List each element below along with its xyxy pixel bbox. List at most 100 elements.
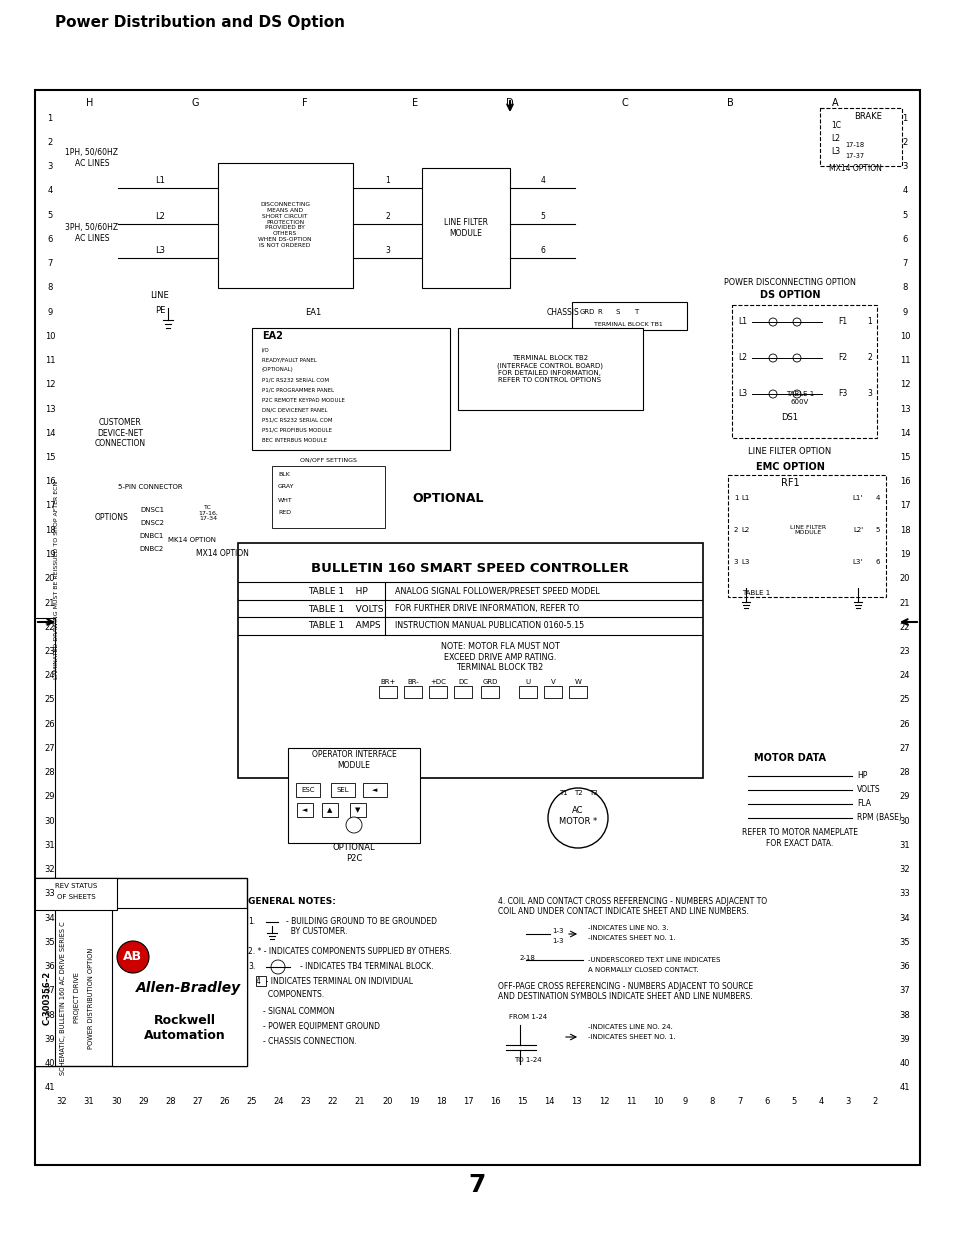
Text: 1: 1 — [866, 317, 871, 326]
Text: B: B — [726, 98, 733, 107]
Text: 40: 40 — [45, 1060, 55, 1068]
Text: 11: 11 — [899, 356, 909, 366]
Text: 32: 32 — [45, 866, 55, 874]
Text: 25: 25 — [45, 695, 55, 704]
Text: OPTIONAL: OPTIONAL — [412, 492, 483, 505]
Text: DISCONNECTING
MEANS AND
SHORT CIRCUIT
PROTECTION
PROVIDED BY
OTHERS
WHEN DS-OPTI: DISCONNECTING MEANS AND SHORT CIRCUIT PR… — [258, 203, 312, 248]
Text: (OPTIONAL): (OPTIONAL) — [262, 368, 294, 373]
Text: OPTIONS: OPTIONS — [95, 514, 129, 522]
Text: 1PH, 50/60HZ
AC LINES: 1PH, 50/60HZ AC LINES — [66, 148, 118, 168]
Text: 4: 4 — [902, 186, 906, 195]
Bar — [543, 685, 561, 698]
Text: PE: PE — [154, 305, 165, 315]
Text: 5: 5 — [902, 210, 906, 220]
Text: L1: L1 — [155, 175, 165, 184]
Text: 8: 8 — [709, 1098, 715, 1107]
Text: 5: 5 — [540, 211, 545, 221]
Text: RPM (BASE): RPM (BASE) — [856, 814, 901, 823]
Text: 19: 19 — [899, 550, 909, 559]
Text: 2: 2 — [902, 138, 906, 147]
Text: L1': L1' — [852, 495, 862, 501]
Text: 10: 10 — [899, 332, 909, 341]
Text: 7: 7 — [736, 1098, 741, 1107]
Text: DNSC1: DNSC1 — [140, 508, 164, 513]
Text: LINE FILTER
MODULE: LINE FILTER MODULE — [789, 525, 825, 536]
Text: 13: 13 — [899, 405, 909, 414]
Text: 31: 31 — [84, 1098, 94, 1107]
Text: L2: L2 — [738, 353, 747, 363]
Text: L2: L2 — [741, 527, 749, 534]
Text: 29: 29 — [899, 793, 909, 802]
Text: HP: HP — [856, 772, 866, 781]
Text: V: V — [550, 679, 555, 685]
Bar — [403, 685, 421, 698]
Text: 1-3: 1-3 — [552, 927, 563, 934]
Text: 33: 33 — [899, 889, 909, 899]
Text: GRD: GRD — [579, 309, 595, 315]
Text: 7: 7 — [48, 259, 52, 268]
Text: FROM 1-24: FROM 1-24 — [508, 1014, 546, 1020]
Text: 35: 35 — [45, 939, 55, 947]
Text: 23: 23 — [45, 647, 55, 656]
Text: G: G — [191, 98, 198, 107]
Text: 34: 34 — [45, 914, 55, 923]
Text: EA2: EA2 — [262, 331, 283, 341]
Text: 1: 1 — [902, 114, 906, 122]
Text: L2: L2 — [155, 211, 165, 221]
Circle shape — [547, 788, 607, 848]
Bar — [218, 163, 353, 288]
Text: 25: 25 — [899, 695, 909, 704]
Text: - POWER EQUIPMENT GROUND: - POWER EQUIPMENT GROUND — [263, 1023, 379, 1031]
Text: AC
MOTOR *: AC MOTOR * — [558, 806, 597, 826]
Text: 30: 30 — [111, 1098, 121, 1107]
Bar — [35, 90, 919, 1165]
Text: 17: 17 — [463, 1098, 474, 1107]
Text: T2: T2 — [573, 790, 581, 797]
Bar — [429, 685, 447, 698]
Bar — [295, 783, 319, 797]
Text: 3: 3 — [902, 162, 906, 170]
Text: 40: 40 — [899, 1060, 909, 1068]
Text: BY CUSTOMER.: BY CUSTOMER. — [286, 927, 347, 936]
Bar — [457, 329, 642, 410]
Text: SEL: SEL — [336, 787, 349, 793]
Text: TERMINAL BLOCK TB1: TERMINAL BLOCK TB1 — [593, 322, 661, 327]
Text: BRAKE: BRAKE — [853, 111, 881, 121]
Text: READY/FAULT PANEL: READY/FAULT PANEL — [262, 357, 316, 363]
Text: P51/C RS232 SERIAL COM: P51/C RS232 SERIAL COM — [262, 417, 333, 422]
Text: Power Distribution and DS Option: Power Distribution and DS Option — [55, 15, 345, 30]
Text: FOR FURTHER DRIVE INFORMATION, REFER TO: FOR FURTHER DRIVE INFORMATION, REFER TO — [395, 604, 578, 614]
Text: RF1: RF1 — [780, 478, 799, 488]
Text: D: D — [506, 98, 514, 107]
Text: 14: 14 — [45, 429, 55, 437]
Text: OPERATOR INTERFACE
MODULE: OPERATOR INTERFACE MODULE — [312, 751, 395, 769]
Text: 3: 3 — [48, 162, 52, 170]
Text: 16: 16 — [490, 1098, 500, 1107]
Text: 17: 17 — [45, 501, 55, 510]
Text: REFER TO MOTOR NAMEPLATE
FOR EXACT DATA.: REFER TO MOTOR NAMEPLATE FOR EXACT DATA. — [741, 829, 857, 847]
Text: 2. * - INDICATES COMPONENTS SUPPLIED BY OTHERS.: 2. * - INDICATES COMPONENTS SUPPLIED BY … — [248, 947, 452, 956]
Text: L3: L3 — [738, 389, 747, 399]
Text: ◄: ◄ — [302, 806, 308, 813]
Text: LINE FILTER
MODULE: LINE FILTER MODULE — [443, 219, 488, 237]
Text: DNBC1: DNBC1 — [140, 534, 164, 538]
Text: 19: 19 — [45, 550, 55, 559]
Text: INSTRUCTION MANUAL PUBLICATION 0160-5.15: INSTRUCTION MANUAL PUBLICATION 0160-5.15 — [395, 621, 583, 631]
Text: -INDICATES SHEET NO. 1.: -INDICATES SHEET NO. 1. — [587, 935, 675, 941]
Bar — [255, 976, 266, 986]
Text: 27: 27 — [899, 743, 909, 753]
Text: 12: 12 — [899, 380, 909, 389]
Bar — [454, 685, 472, 698]
Text: 6: 6 — [540, 246, 545, 254]
Text: 5-PIN CONNECTOR: 5-PIN CONNECTOR — [117, 484, 182, 490]
Circle shape — [117, 941, 149, 973]
Text: 31: 31 — [45, 841, 55, 850]
Text: 24: 24 — [45, 672, 55, 680]
Text: 22: 22 — [328, 1098, 338, 1107]
Text: 30: 30 — [45, 816, 55, 826]
Text: LINE FILTER OPTION: LINE FILTER OPTION — [747, 447, 831, 457]
Text: 10: 10 — [652, 1098, 662, 1107]
Text: ▼: ▼ — [355, 806, 360, 813]
Text: 3.: 3. — [248, 962, 255, 972]
Text: A: A — [831, 98, 838, 107]
